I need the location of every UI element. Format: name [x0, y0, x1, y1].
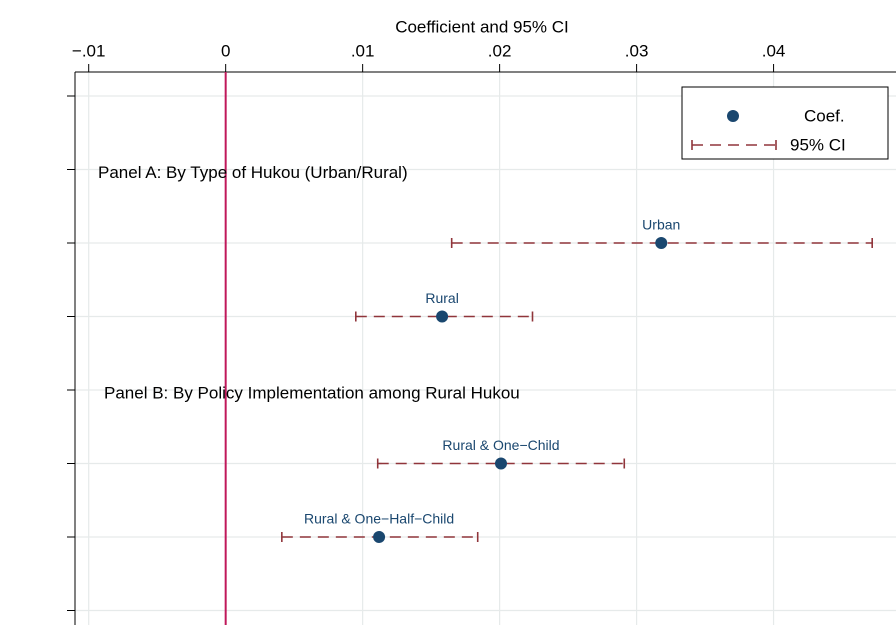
- legend-marker: [727, 110, 739, 122]
- x-tick-label: .03: [625, 41, 649, 60]
- point-label: Rural & One−Half−Child: [304, 511, 454, 527]
- coef-point: [655, 237, 668, 249]
- panel-label: Panel B: By Policy Implementation among …: [104, 383, 520, 402]
- legend-label: 95% CI: [790, 135, 846, 154]
- x-tick-label: −.01: [72, 41, 106, 60]
- coef-point: [494, 457, 507, 470]
- x-axis-title: Coefficient and 95% CI: [395, 17, 569, 36]
- point-label: Urban: [642, 217, 680, 233]
- legend-box: [681, 86, 889, 160]
- x-tick-label: 0: [221, 41, 230, 60]
- x-tick-label: .04: [762, 41, 786, 60]
- coef-point: [373, 531, 386, 543]
- point-label: Rural & One−Child: [442, 437, 559, 453]
- point-label: Rural: [425, 290, 458, 306]
- legend-label: Coef.: [804, 106, 845, 125]
- x-tick-label: .01: [351, 41, 375, 60]
- x-tick-label: .02: [488, 41, 512, 60]
- coef-point: [436, 310, 449, 323]
- panel-label: Panel A: By Type of Hukou (Urban/Rural): [98, 163, 408, 182]
